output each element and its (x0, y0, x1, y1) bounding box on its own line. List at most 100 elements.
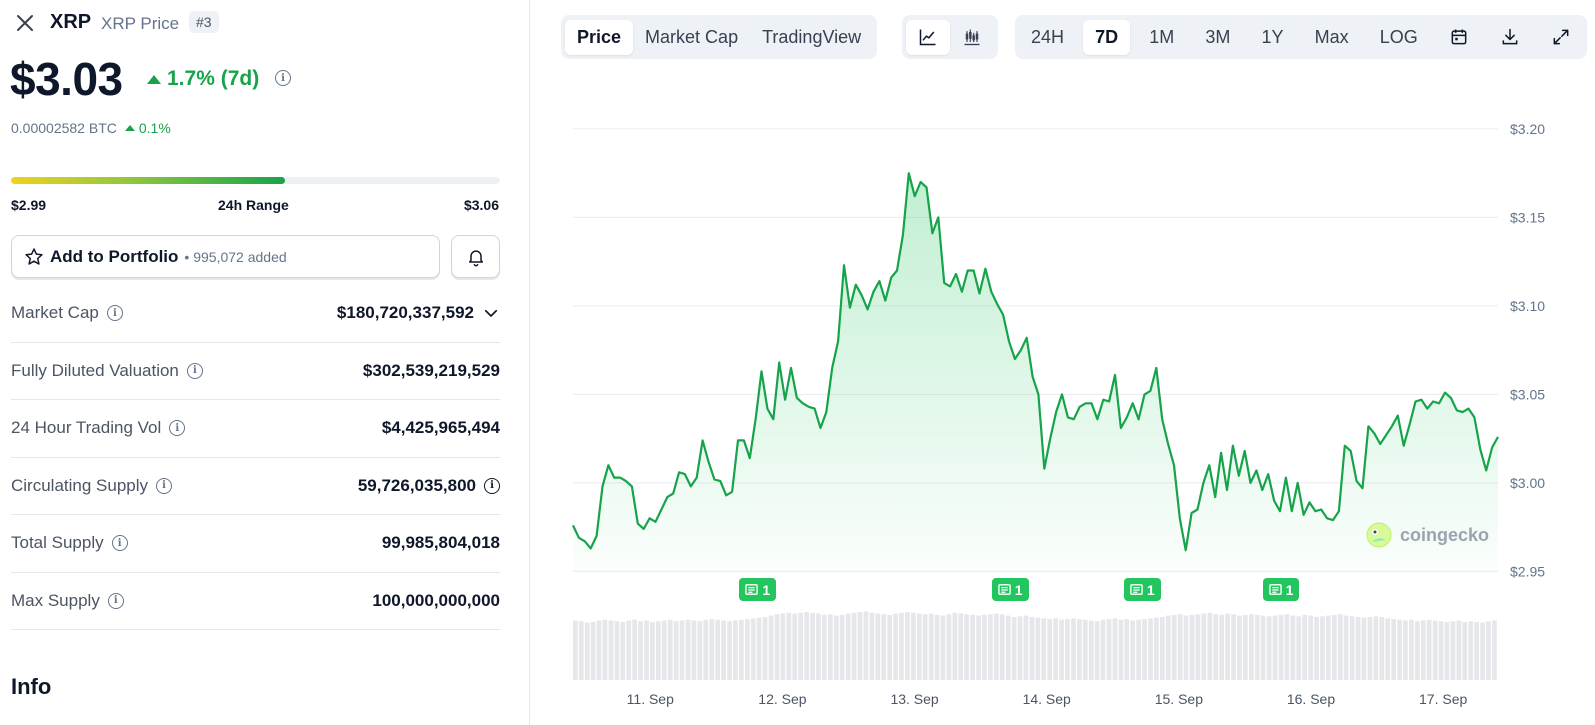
volume-bar (661, 620, 667, 680)
volume-bar (869, 612, 875, 680)
news-marker[interactable]: 1 (739, 578, 777, 601)
price-line (572, 172, 1499, 552)
volume-bar (632, 619, 637, 680)
x-tick-label: 16. Sep (1287, 691, 1335, 707)
volume-bar (602, 619, 608, 680)
volume-bar (1136, 619, 1141, 680)
volume-bar (644, 620, 649, 680)
log-scale-toggle[interactable]: LOG (1379, 26, 1418, 47)
stat-row-circulating-supply: Circulating Supply i 59,726,035,800 i (11, 458, 500, 515)
volume-bar (1266, 616, 1272, 680)
volume-bar (863, 611, 869, 680)
volume-bar (1154, 617, 1159, 680)
stat-row-total-supply: Total Supply i 99,985,804,018 (11, 515, 500, 573)
info-section-title: Info (11, 674, 52, 699)
line-chart-button[interactable] (906, 19, 950, 55)
volume-bar (584, 622, 590, 680)
stat-label: Fully Diluted Valuation (11, 360, 179, 380)
price-alert-button[interactable] (451, 235, 500, 278)
volume-bar (1249, 614, 1254, 680)
info-icon[interactable]: i (186, 362, 203, 379)
range-max[interactable]: Max (1314, 26, 1349, 47)
volume-bar (1118, 619, 1124, 680)
price-chart[interactable]: $3.20 $3.15 $3.10 $3.05 $3.00 $2.95 11. Sep 12… (560, 100, 1580, 720)
volume-bar (709, 619, 715, 680)
range-3m[interactable]: 3M (1205, 26, 1231, 47)
volume-bar (1420, 620, 1426, 680)
chevron-down-icon[interactable] (482, 304, 500, 322)
tab-market-cap[interactable]: Market Cap (645, 26, 739, 47)
btc-price-row: 0.00002582 BTC 0.1% (11, 120, 171, 136)
y-tick-label: $3.10 (1510, 298, 1545, 314)
volume-bar (1284, 614, 1290, 680)
volume-bar (1059, 619, 1064, 680)
info-icon[interactable]: i (156, 477, 173, 494)
volume-bar (810, 612, 815, 680)
volume-bar (1071, 618, 1076, 680)
line-chart-icon (919, 29, 936, 46)
info-icon[interactable]: i (106, 305, 123, 322)
btc-change: 0.1% (124, 120, 171, 136)
volume-bar (893, 613, 898, 680)
volume-bar (857, 612, 863, 680)
fullscreen-button[interactable] (1539, 20, 1583, 55)
x-axis-labels: 11. Sep 12. Sep 13. Sep 14. Sep 15. Sep 16. S… (627, 691, 1468, 707)
volume-bar (988, 614, 993, 680)
volume-bar (1468, 621, 1474, 680)
news-marker[interactable]: 1 (991, 578, 1029, 601)
volume-bar (715, 619, 720, 680)
volume-bar (691, 620, 697, 680)
volume-bar (1171, 614, 1177, 680)
volume-bar (1094, 621, 1100, 680)
info-icon[interactable]: i (111, 535, 128, 552)
range-24h[interactable]: 24H (1031, 26, 1065, 47)
info-icon[interactable]: i (484, 477, 500, 494)
volume-bar (940, 615, 946, 680)
range-1y[interactable]: 1Y (1261, 26, 1284, 47)
volume-bar (916, 613, 922, 680)
tab-price[interactable]: Price (565, 19, 634, 55)
close-icon[interactable] (14, 12, 36, 34)
volume-bar (733, 620, 738, 680)
stat-label: Circulating Supply (11, 475, 149, 495)
portfolio-label: Add to Portfolio (50, 246, 179, 266)
volume-bar (745, 619, 750, 680)
y-tick-label: $3.15 (1510, 209, 1545, 225)
volume-bar (1296, 616, 1302, 680)
volume-bar (1355, 617, 1361, 680)
volume-bar (1290, 615, 1296, 680)
info-icon[interactable]: i (275, 70, 291, 86)
range-high: $3.06 (463, 197, 499, 213)
volume-bar (946, 614, 952, 680)
info-icon[interactable]: i (169, 420, 186, 437)
info-icon[interactable]: i (107, 592, 124, 609)
news-marker[interactable]: 1 (1123, 578, 1161, 601)
range-7d[interactable]: 7D (1083, 19, 1131, 55)
volume-bar (964, 614, 969, 680)
range-1m[interactable]: 1M (1149, 26, 1175, 47)
volume-bar (1337, 614, 1343, 680)
volume-bar (1100, 619, 1106, 680)
volume-bar (762, 617, 768, 680)
volume-bar (982, 614, 987, 680)
download-button[interactable] (1488, 20, 1532, 55)
volume-bar (1332, 614, 1337, 680)
x-tick-label: 11. Sep (627, 691, 674, 707)
x-tick-label: 13. Sep (890, 691, 938, 707)
volume-bar (798, 612, 803, 680)
candlestick-chart-button[interactable] (950, 20, 994, 55)
stat-value: $180,720,337,592 (336, 303, 474, 323)
tab-tradingview[interactable]: TradingView (762, 26, 862, 47)
date-range-button[interactable] (1437, 20, 1481, 55)
coingecko-logo-icon (1366, 522, 1392, 548)
volume-bar (1077, 619, 1082, 680)
add-to-portfolio-button[interactable]: Add to Portfolio • 995,072 added (11, 235, 440, 278)
volume-bar (899, 612, 904, 680)
stat-value: 100,000,000,000 (372, 590, 500, 610)
x-tick-label: 12. Sep (758, 691, 806, 707)
range-label: 24h Range (218, 197, 289, 213)
volume-bar (1053, 618, 1058, 680)
news-marker[interactable]: 1 (1262, 578, 1300, 601)
volume-bar (1367, 617, 1373, 680)
volume-bar (1219, 614, 1224, 680)
